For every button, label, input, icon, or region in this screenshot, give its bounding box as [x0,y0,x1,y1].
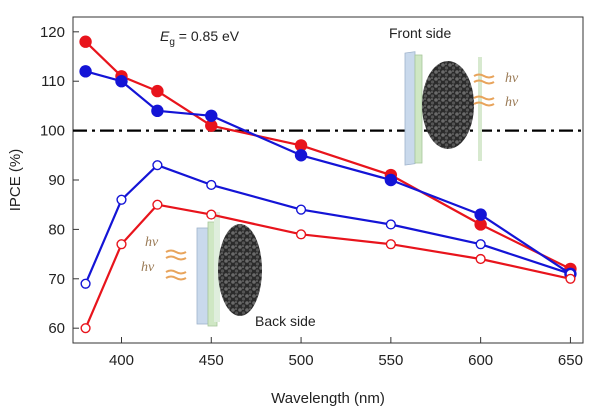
back-side-label: Back side [255,313,316,329]
y-tick-label: 90 [48,172,65,189]
data-point [152,199,163,210]
x-axis-label: Wavelength (nm) [271,390,385,407]
y-tick-label: 110 [41,73,65,90]
front-photon-label-1: hν [505,71,519,86]
data-point [206,209,217,220]
data-point [475,239,486,250]
data-point [294,139,308,152]
data-point [295,204,307,215]
series-3 [80,160,576,289]
series-line [85,70,572,275]
x-tick-label: 450 [199,352,224,369]
y-tick-label: 80 [48,221,65,238]
x-tick-label: 650 [558,352,583,369]
data-point [205,119,218,132]
x-tick-label: 500 [289,352,314,369]
bandgap-subscript: g [169,37,175,48]
series-4 [80,199,576,334]
series-line [84,40,571,270]
x-tick-label: 600 [468,352,493,369]
front-photon-label-2: hν [505,95,519,110]
data-point [295,229,307,240]
data-point [79,65,92,78]
data-point [206,179,217,191]
data-point [115,75,128,88]
y-tick-label: 60 [48,320,65,337]
bandgap-value: = 0.85 eV [175,28,240,44]
back-photon-label-2: hν [141,260,155,275]
y-tick-label: 70 [48,271,65,288]
data-point [474,208,487,221]
data-point [80,278,91,289]
back-device-illustration [165,212,262,327]
x-tick-label: 400 [109,352,134,369]
data-point [116,194,127,205]
y-tick-label: 120 [40,24,65,41]
y-axis-label: IPCE (%) [7,149,24,212]
data-point [79,35,92,48]
bandgap-annotation: Eg = 0.85 eV [160,28,240,48]
data-point [475,253,486,265]
data-point [384,173,398,187]
back-photon-label-1: hν [145,235,159,250]
data-point [294,149,308,162]
data-point [205,109,218,122]
front-device-illustration [404,51,495,166]
data-point [152,160,163,171]
y-tick-label: 100 [40,123,65,140]
series-line [84,164,571,285]
data-point [80,323,91,334]
data-point [565,273,576,284]
data-point [151,104,164,118]
data-point [385,219,396,230]
x-tick-label: 550 [378,352,403,369]
data-point [151,84,164,98]
series-line [84,203,571,329]
bandgap-symbol: E [160,28,170,44]
data-point [385,239,396,250]
front-side-label: Front side [389,25,451,41]
data-point [116,239,127,250]
plot-frame [72,16,584,344]
series-2 [79,65,577,281]
data-point [474,218,487,231]
